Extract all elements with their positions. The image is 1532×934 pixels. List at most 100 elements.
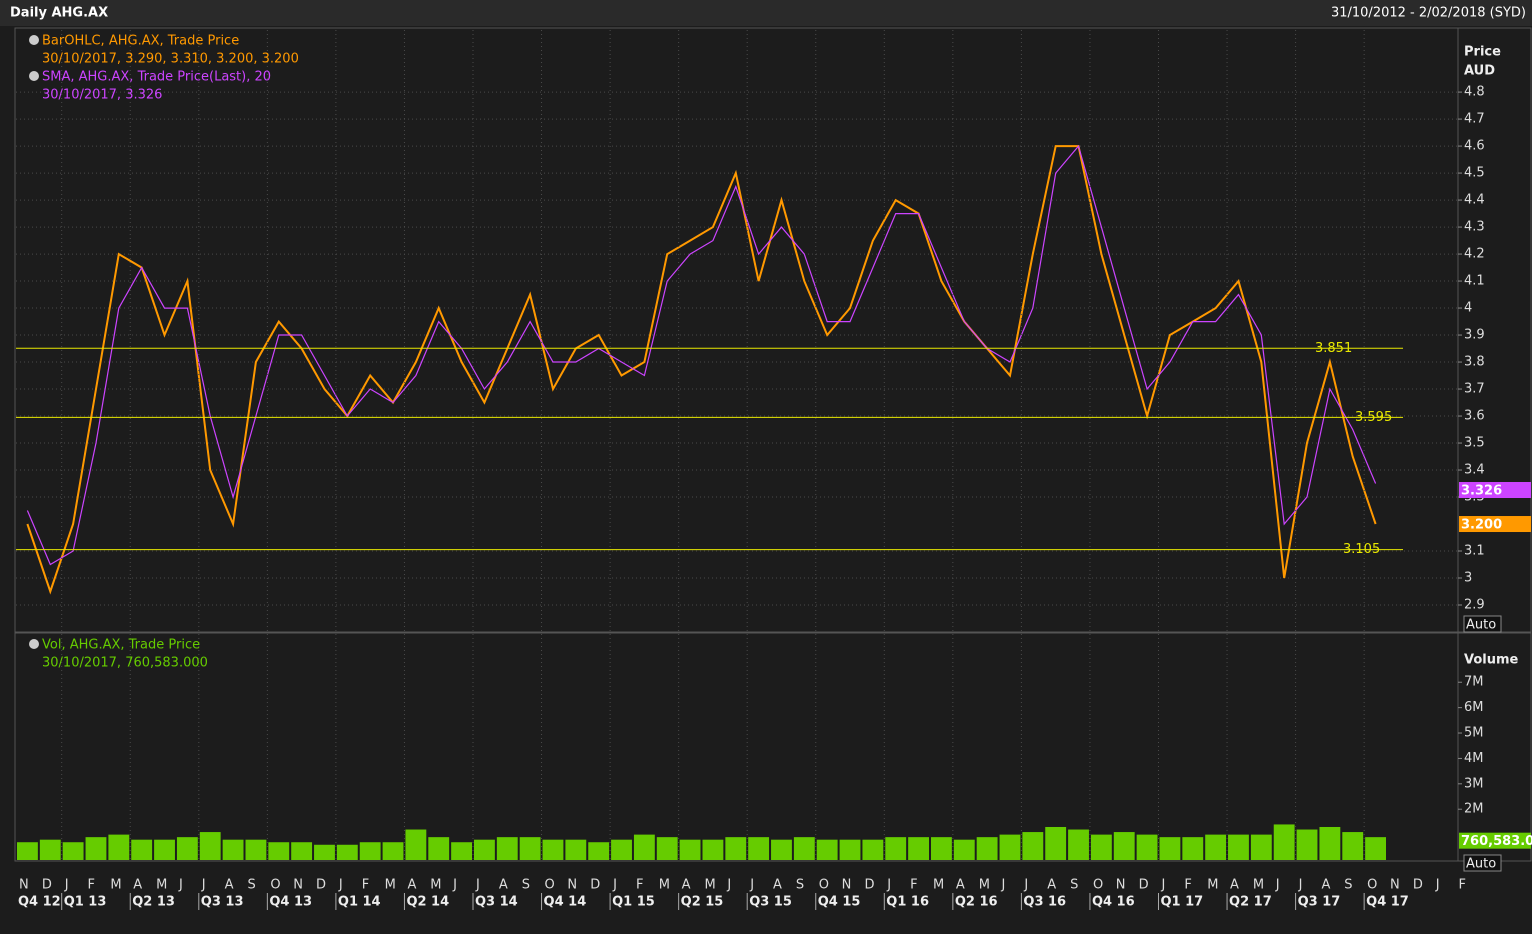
y-tick-label: 3: [1464, 571, 1472, 586]
volume-bar: [1365, 837, 1386, 860]
x-tick-label: J: [1023, 878, 1028, 893]
y-tick-label: 3M: [1464, 776, 1484, 791]
volume-bar: [953, 839, 975, 860]
legend-icon[interactable]: [29, 71, 39, 81]
x-tick-label: J: [178, 878, 183, 893]
price-unit: AUD: [1464, 64, 1495, 79]
volume-bar: [1113, 832, 1135, 860]
x-tick-label: A: [225, 878, 234, 893]
volume-bar: [222, 839, 244, 860]
x-tick-label: F: [88, 878, 95, 893]
volume-bar: [336, 844, 358, 860]
y-tick-label: 4.2: [1464, 247, 1485, 262]
volume-bar: [359, 842, 381, 860]
volume-bar: [62, 842, 84, 860]
x-tick-label: D: [316, 878, 326, 893]
volume-bar: [268, 842, 290, 860]
title-bar: [0, 0, 1532, 26]
auto-button[interactable]: [1463, 854, 1502, 872]
x-tick-label: J: [452, 878, 457, 893]
x-tick-label: M: [385, 878, 396, 893]
volume-bar: [428, 837, 450, 860]
x-tick-label: M: [110, 878, 121, 893]
volume-bar: [39, 839, 61, 860]
volume-bar: [85, 837, 107, 860]
x-tick-label: A: [682, 878, 691, 893]
volume-bar: [17, 842, 38, 860]
x-tick-label: A: [773, 878, 782, 893]
support-label: 3.595: [1355, 410, 1392, 425]
x-tick-label: D: [590, 878, 600, 893]
x-tick-label: O: [1367, 878, 1377, 893]
quarter-label: Q3 15: [749, 895, 792, 910]
volume-bar: [291, 842, 313, 860]
x-tick-label: M: [705, 878, 716, 893]
volume-bar: [771, 839, 792, 860]
x-tick-label: J: [201, 878, 206, 893]
volume-bar: [542, 839, 564, 860]
x-tick-label: N: [567, 878, 577, 893]
volume-bar: [1068, 829, 1089, 860]
y-tick-label: 4.5: [1464, 166, 1485, 181]
y-tick-label: 4.6: [1464, 139, 1485, 154]
x-tick-label: D: [1413, 878, 1423, 893]
y-tick-label: 4.1: [1464, 274, 1485, 289]
y-tick-label: 3.8: [1464, 355, 1485, 370]
x-tick-label: M: [430, 878, 441, 893]
auto-button[interactable]: [1463, 615, 1502, 633]
y-tick-label: 4M: [1464, 751, 1484, 766]
quarter-label: Q4 16: [1092, 895, 1135, 910]
x-tick-label: F: [1459, 878, 1466, 893]
volume-bar: [405, 829, 427, 860]
volume-bar: [245, 839, 267, 860]
quarter-label: Q1 15: [612, 895, 655, 910]
volume-bar: [1205, 834, 1227, 860]
legend-icon[interactable]: [29, 639, 39, 649]
legend-detail: 30/10/2017, 3.290, 3.310, 3.200, 3.200: [42, 52, 299, 67]
volume-bar: [679, 839, 701, 860]
y-tick-label: 4.4: [1464, 193, 1485, 208]
x-tick-label: J: [1161, 878, 1166, 893]
y-tick-label: 3.4: [1464, 463, 1485, 478]
legend-icon[interactable]: [29, 35, 39, 45]
volume-bar: [1182, 837, 1204, 860]
quarter-label: Q2 15: [681, 895, 724, 910]
y-tick-label: 2.9: [1464, 598, 1485, 613]
quarter-label: Q4 17: [1366, 895, 1409, 910]
y-tick-label: 3.7: [1464, 382, 1485, 397]
x-tick-label: F: [910, 878, 917, 893]
price-axis-label: Price: [1464, 45, 1501, 60]
auto-button-label[interactable]: Auto: [1466, 618, 1496, 633]
chart-title: Daily AHG.AX: [10, 6, 108, 21]
x-tick-label: D: [42, 878, 52, 893]
volume-bar: [793, 837, 815, 860]
x-tick-label: J: [1001, 878, 1006, 893]
volume-bar: [519, 837, 541, 860]
x-tick-label: A: [1230, 878, 1239, 893]
x-tick-label: M: [1207, 878, 1218, 893]
volume-bar: [199, 832, 221, 860]
x-tick-label: S: [1344, 878, 1352, 893]
volume-bar: [1228, 834, 1249, 860]
volume-bar: [862, 839, 884, 860]
x-tick-label: S: [248, 878, 256, 893]
volume-bar: [885, 837, 907, 860]
x-tick-label: F: [1184, 878, 1191, 893]
volume-bar: [999, 834, 1021, 860]
x-tick-label: O: [1093, 878, 1103, 893]
x-tick-label: D: [864, 878, 874, 893]
x-tick-label: O: [270, 878, 280, 893]
volume-bar: [816, 839, 838, 860]
quarter-label: Q3 17: [1298, 895, 1341, 910]
volume-bar: [131, 839, 153, 860]
auto-button-label[interactable]: Auto: [1466, 857, 1496, 872]
x-tick-label: A: [133, 878, 142, 893]
volume-bar: [314, 844, 335, 860]
last-value-box: [1459, 832, 1531, 849]
y-tick-label: 3.1: [1464, 544, 1485, 559]
x-tick-label: J: [475, 878, 480, 893]
x-tick-label: J: [1435, 878, 1440, 893]
x-tick-label: N: [293, 878, 303, 893]
